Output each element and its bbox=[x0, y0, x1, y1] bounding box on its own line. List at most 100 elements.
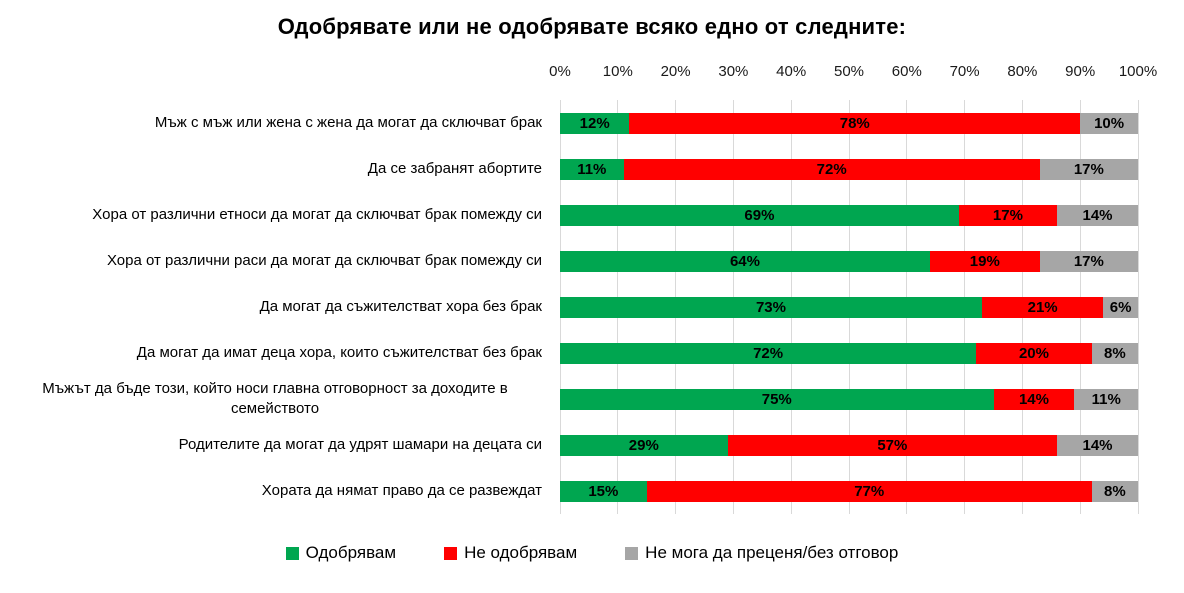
bar-value-label: 12% bbox=[579, 114, 610, 132]
category-label: Хора от различни раси да могат да сключв… bbox=[106, 251, 542, 269]
legend-swatch-icon bbox=[285, 546, 299, 560]
category-cell: Да могат да имат деца хора, които съжите… bbox=[8, 330, 552, 376]
bar-segment-no-answer: 10% bbox=[1080, 112, 1138, 134]
bar-value-label: 17% bbox=[992, 206, 1023, 224]
x-axis-tick-label: 70% bbox=[949, 63, 980, 80]
bar-segment-no-answer: 17% bbox=[1039, 158, 1138, 180]
bar-row: 11% 72% 17% bbox=[560, 146, 1138, 192]
bar-value-label: 73% bbox=[755, 298, 786, 316]
bar-value-label: 78% bbox=[839, 114, 870, 132]
bar-value-label: 14% bbox=[1018, 390, 1049, 408]
x-axis-tick-label: 60% bbox=[891, 63, 922, 80]
category-label: Мъж с мъж или жена с жена да могат да ск… bbox=[154, 113, 542, 131]
bar-value-label: 21% bbox=[1027, 298, 1058, 316]
bar-value-label: 69% bbox=[744, 206, 775, 224]
x-axis-tick-label: 50% bbox=[833, 63, 865, 80]
category-label: Хора от различни етноси да могат да склю… bbox=[92, 205, 542, 223]
bar-segment-approve: 11% bbox=[560, 158, 624, 180]
bar-segment-no-answer: 11% bbox=[1074, 388, 1138, 410]
category-label: Родителите да могат да удрят шамари на д… bbox=[178, 435, 542, 453]
bar-value-label: 15% bbox=[588, 482, 619, 500]
bar-row: 29% 57% 14% bbox=[560, 422, 1138, 468]
bar-rows: 12% 78% 10% 11% 72% 17% 69% 17% 14% 64% 19% 17% 73% 2… bbox=[560, 100, 1138, 514]
bar-value-label: 17% bbox=[1073, 160, 1104, 178]
bar-value-label: 75% bbox=[761, 390, 792, 408]
bar-value-label: 8% bbox=[1104, 344, 1126, 362]
bar-segment-disapprove: 77% bbox=[646, 480, 1092, 502]
legend-swatch-icon bbox=[625, 546, 639, 560]
category-label: Да могат да имат деца хора, които съжите… bbox=[136, 343, 542, 361]
bar-value-label: 8% bbox=[1104, 482, 1126, 500]
category-cell: Хора от различни раси да могат да сключв… bbox=[8, 238, 552, 284]
bar-row: 12% 78% 10% bbox=[560, 100, 1138, 146]
bar-value-label: 10% bbox=[1094, 114, 1125, 132]
bar-value-label: 11% bbox=[1091, 390, 1121, 408]
bar-row: 72% 20% 8% bbox=[560, 330, 1138, 376]
bar-segment-approve: 73% bbox=[560, 296, 982, 318]
category-labels: Мъж с мъж или жена с жена да могат да ск… bbox=[8, 100, 552, 514]
x-axis-tick-label: 30% bbox=[718, 63, 749, 80]
bar-value-label: 57% bbox=[877, 436, 908, 454]
bar-segment-disapprove: 78% bbox=[629, 112, 1081, 134]
bar-segment-disapprove: 20% bbox=[976, 342, 1092, 364]
bar-segment-approve: 72% bbox=[560, 342, 977, 364]
x-axis-tick-label: 90% bbox=[1065, 63, 1096, 80]
bar-segment-approve: 29% bbox=[560, 434, 728, 456]
bar-segment-approve: 69% bbox=[560, 204, 959, 226]
category-cell: Родителите да могат да удрят шамари на д… bbox=[8, 422, 552, 468]
bar: 64% 19% 17% bbox=[560, 250, 1138, 272]
bar-segment-no-answer: 8% bbox=[1091, 480, 1138, 502]
bar-row: 69% 17% 14% bbox=[560, 192, 1138, 238]
bar-value-label: 72% bbox=[753, 344, 784, 362]
bar: 75% 14% 11% bbox=[560, 388, 1138, 410]
bar-row: 15% 77% 8% bbox=[560, 468, 1138, 514]
bar: 11% 72% 17% bbox=[560, 158, 1138, 180]
x-axis-tick-label: 100% bbox=[1118, 63, 1158, 80]
bar-value-label: 20% bbox=[1018, 344, 1049, 362]
category-cell: Да се забранят абортите bbox=[8, 146, 552, 192]
bar-value-label: 19% bbox=[969, 252, 1000, 270]
bar-row: 64% 19% 17% bbox=[560, 238, 1138, 284]
bar-segment-approve: 64% bbox=[560, 250, 930, 272]
bar-row: 73% 21% 6% bbox=[560, 284, 1138, 330]
bar: 72% 20% 8% bbox=[560, 342, 1138, 364]
x-axis-tick-label: 20% bbox=[660, 63, 691, 80]
bar-segment-approve: 75% bbox=[560, 388, 994, 410]
bar-segment-disapprove: 57% bbox=[727, 434, 1058, 456]
bar-segment-disapprove: 19% bbox=[929, 250, 1040, 272]
bar-value-label: 14% bbox=[1082, 206, 1113, 224]
bar-segment-no-answer: 17% bbox=[1039, 250, 1138, 272]
x-axis: 0% 10% 20% 30% 40% 50% 60% 70% 80% 90% 100% bbox=[549, 63, 1157, 87]
category-cell: Хората да нямат право да се развеждат bbox=[8, 468, 552, 514]
bar: 69% 17% 14% bbox=[560, 204, 1138, 226]
legend-label: Не одобрявам bbox=[464, 543, 578, 562]
bar-segment-no-answer: 6% bbox=[1103, 296, 1138, 318]
gridline bbox=[1137, 100, 1139, 514]
category-cell: Хора от различни етноси да могат да склю… bbox=[8, 192, 552, 238]
bar: 12% 78% 10% bbox=[560, 112, 1138, 134]
bar-segment-disapprove: 14% bbox=[993, 388, 1075, 410]
category-label: Хората да нямат право да се развеждат bbox=[261, 481, 542, 499]
legend-swatch-icon bbox=[444, 546, 458, 560]
bar: 29% 57% 14% bbox=[560, 434, 1138, 456]
legend-item-disapprove: Не одобрявам bbox=[444, 543, 577, 563]
category-cell: Мъжът да бъде този, който носи главна от… bbox=[8, 376, 552, 422]
bar-segment-no-answer: 14% bbox=[1057, 204, 1138, 226]
bar-value-label: 14% bbox=[1082, 436, 1113, 454]
legend-item-approve: Одобрявам bbox=[285, 543, 397, 563]
bar-value-label: 11% bbox=[577, 160, 607, 178]
x-axis-tick-label: 40% bbox=[776, 63, 807, 80]
bar-segment-no-answer: 8% bbox=[1091, 342, 1138, 364]
category-label: Да се забранят абортите bbox=[367, 159, 542, 177]
legend: Одобрявам Не одобрявам Не мога да преценя/… bbox=[0, 543, 1184, 563]
bar-segment-disapprove: 72% bbox=[623, 158, 1040, 180]
bar-value-label: 6% bbox=[1109, 298, 1132, 316]
x-axis-tick-label: 0% bbox=[549, 63, 571, 80]
category-label: Да могат да съжителстват хора без брак bbox=[259, 297, 542, 315]
legend-label: Одобрявам bbox=[305, 543, 397, 562]
bar-value-label: 72% bbox=[816, 160, 847, 178]
bar: 73% 21% 6% bbox=[560, 296, 1138, 318]
bar-value-label: 77% bbox=[854, 482, 885, 500]
bar-value-label: 64% bbox=[729, 252, 760, 270]
